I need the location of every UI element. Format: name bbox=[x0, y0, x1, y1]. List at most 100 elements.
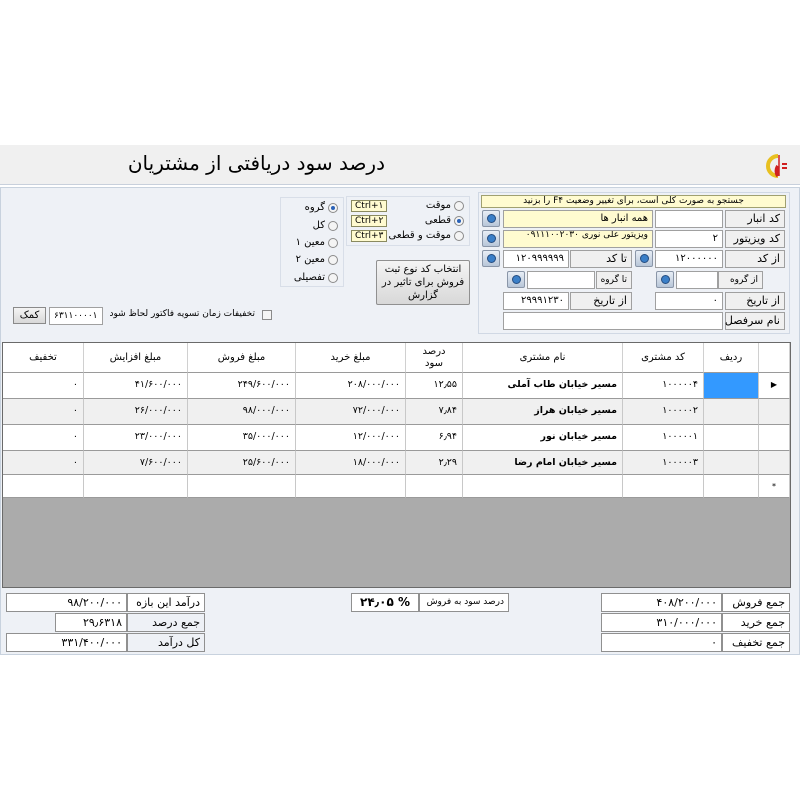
radio-temp-and-final[interactable]: موقت و قطعی bbox=[389, 230, 464, 241]
radio-final[interactable]: قطعی bbox=[425, 215, 464, 226]
to-date-input[interactable]: ۲۹۹۹۱۲۳۰ bbox=[503, 292, 569, 310]
radio-group[interactable]: گروه bbox=[305, 202, 338, 213]
cell-customer-name[interactable]: مسیر خیابان امام رضا bbox=[463, 451, 623, 475]
column-header-customer-code[interactable]: کد مشتری bbox=[623, 343, 704, 373]
account-name-input[interactable] bbox=[503, 312, 723, 330]
cell-customer-name[interactable]: مسیر خیابان هراز bbox=[463, 399, 623, 425]
row-selector[interactable]: ▶ bbox=[759, 373, 790, 399]
column-header-increase-amount[interactable]: مبلغ افزایش bbox=[84, 343, 188, 373]
column-header-profit-percent[interactable]: درصد سود bbox=[406, 343, 463, 373]
from-code-input[interactable]: ۱۲۰۰۰۰۰۰ bbox=[655, 250, 723, 268]
cell-sales-amount[interactable]: ۳۵/۰۰۰/۰۰۰ bbox=[188, 425, 296, 451]
pct-sum-value: ۲۹٫۶۳۱۸ bbox=[55, 613, 127, 632]
to-code-search-icon[interactable] bbox=[482, 250, 500, 267]
cell-customer-name[interactable]: مسیر خیابان نور bbox=[463, 425, 623, 451]
new-row-cell[interactable] bbox=[84, 475, 188, 498]
radio-temporary[interactable]: موقت bbox=[426, 200, 464, 211]
warehouse-code-input[interactable] bbox=[655, 210, 723, 228]
level-group bbox=[280, 197, 344, 287]
cell-discount[interactable]: ۰ bbox=[3, 399, 84, 425]
to-group-search-icon[interactable] bbox=[507, 271, 525, 288]
cell-increase-amount[interactable]: ۲۳/۰۰۰/۰۰۰ bbox=[84, 425, 188, 451]
column-header-purchase-amount[interactable]: مبلغ خرید bbox=[296, 343, 406, 373]
cell-row-number[interactable] bbox=[704, 425, 759, 451]
total-sales-label: جمع فروش bbox=[722, 593, 790, 612]
from-group-search-icon[interactable] bbox=[656, 271, 674, 288]
help-code-input[interactable]: ۶۳۱۱۰۰۰۰۱ bbox=[49, 307, 103, 325]
cell-customer-code[interactable]: ۱۰۰۰۰۰۲ bbox=[623, 399, 704, 425]
radio-total[interactable]: کل bbox=[313, 220, 338, 231]
from-code-search-icon[interactable] bbox=[635, 250, 653, 267]
new-row-cell[interactable] bbox=[188, 475, 296, 498]
cell-increase-amount[interactable]: ۷/۶۰۰/۰۰۰ bbox=[84, 451, 188, 475]
cell-customer-code[interactable]: ۱۰۰۰۰۰۴ bbox=[623, 373, 704, 399]
new-row-cell[interactable] bbox=[623, 475, 704, 498]
row-selector[interactable]: * bbox=[759, 475, 790, 498]
cell-customer-code[interactable]: ۱۰۰۰۰۰۱ bbox=[623, 425, 704, 451]
column-header-sales-amount[interactable]: مبلغ فروش bbox=[188, 343, 296, 373]
row-selector[interactable] bbox=[759, 425, 790, 451]
from-date-label: از تاریخ bbox=[725, 292, 785, 310]
discount-checkbox[interactable] bbox=[262, 310, 272, 320]
to-date-label: از تاریخ bbox=[570, 292, 632, 310]
cell-increase-amount[interactable]: ۴۱/۶۰۰/۰۰۰ bbox=[84, 373, 188, 399]
total-discount-value: ۰ bbox=[601, 633, 722, 652]
shortcut-ctrl1: Ctrl+۱ bbox=[351, 200, 388, 212]
column-header-customer-name[interactable]: نام مشتری bbox=[463, 343, 623, 373]
visitor-code-input[interactable]: ۲ bbox=[655, 230, 723, 248]
grid-corner bbox=[759, 343, 790, 373]
radio-moein2[interactable]: معین ۲ bbox=[296, 254, 338, 265]
cell-customer-code[interactable]: ۱۰۰۰۰۰۳ bbox=[623, 451, 704, 475]
column-header-row-number[interactable]: ردیف bbox=[704, 343, 759, 373]
column-header-discount[interactable]: تخفیف bbox=[3, 343, 84, 373]
cell-row-number[interactable] bbox=[704, 399, 759, 425]
cell-purchase-amount[interactable]: ۱۸/۰۰۰/۰۰۰ bbox=[296, 451, 406, 475]
cell-customer-name[interactable]: مسیر خیابان طاب آملی bbox=[463, 373, 623, 399]
visitor-search-icon[interactable] bbox=[482, 230, 500, 247]
cell-row-number[interactable] bbox=[704, 373, 759, 399]
row-selector[interactable] bbox=[759, 451, 790, 475]
new-row-cell[interactable] bbox=[3, 475, 84, 498]
total-discount-label: جمع تخفیف bbox=[722, 633, 790, 652]
cell-discount[interactable]: ۰ bbox=[3, 451, 84, 475]
cell-profit-percent[interactable]: ۱۲٫۵۵ bbox=[406, 373, 463, 399]
cell-profit-percent[interactable]: ۲٫۲۹ bbox=[406, 451, 463, 475]
filter-panel bbox=[478, 192, 790, 334]
period-income-value: ۹۸/۲۰۰/۰۰۰ bbox=[6, 593, 127, 612]
from-date-input[interactable]: ۰ bbox=[655, 292, 723, 310]
warehouse-search-icon[interactable] bbox=[482, 210, 500, 227]
new-row-cell[interactable] bbox=[704, 475, 759, 498]
select-sale-type-button[interactable]: انتخاب کد نوع ثبت فروش برای تاثیر در گزا… bbox=[376, 260, 470, 305]
cell-purchase-amount[interactable]: ۲۰۸/۰۰۰/۰۰۰ bbox=[296, 373, 406, 399]
account-name-label: نام سرفصل bbox=[725, 312, 785, 330]
from-code-label: از کد bbox=[725, 250, 785, 268]
warehouse-name-field: همه انبار ها bbox=[503, 210, 653, 228]
cell-profit-percent[interactable]: ۶٫۹۴ bbox=[406, 425, 463, 451]
new-row-cell[interactable] bbox=[406, 475, 463, 498]
to-code-input[interactable]: ۱۲۰۹۹۹۹۹۹ bbox=[503, 250, 569, 268]
help-button[interactable]: کمک bbox=[13, 307, 46, 324]
shortcut-ctrl3: Ctrl+۳ bbox=[351, 230, 388, 242]
cell-purchase-amount[interactable]: ۱۲/۰۰۰/۰۰۰ bbox=[296, 425, 406, 451]
cell-sales-amount[interactable]: ۲۴۹/۶۰۰/۰۰۰ bbox=[188, 373, 296, 399]
cell-row-number[interactable] bbox=[704, 451, 759, 475]
cell-increase-amount[interactable]: ۲۶/۰۰۰/۰۰۰ bbox=[84, 399, 188, 425]
cell-sales-amount[interactable]: ۹۸/۰۰۰/۰۰۰ bbox=[188, 399, 296, 425]
cell-discount[interactable]: ۰ bbox=[3, 425, 84, 451]
to-group-label: تا گروه bbox=[596, 271, 632, 289]
doc-type-group bbox=[346, 196, 470, 246]
from-group-input[interactable] bbox=[676, 271, 718, 289]
radio-moein1[interactable]: معین ۱ bbox=[296, 237, 338, 248]
radio-detailed[interactable]: تفصیلی bbox=[294, 272, 338, 283]
new-row-cell[interactable] bbox=[463, 475, 623, 498]
new-row-cell[interactable] bbox=[296, 475, 406, 498]
cell-discount[interactable]: ۰ bbox=[3, 373, 84, 399]
cell-purchase-amount[interactable]: ۷۲/۰۰۰/۰۰۰ bbox=[296, 399, 406, 425]
discount-checkbox-label: تخفیفات زمان تسویه فاکتور لحاظ شود bbox=[109, 309, 255, 319]
results-grid[interactable]: ردیف کد مشتری نام مشتری درصد سود مبلغ خرید مب… bbox=[2, 342, 791, 588]
row-selector[interactable] bbox=[759, 399, 790, 425]
profit-pct-value: % ۲۴٫۰۵ bbox=[351, 593, 419, 612]
to-group-input[interactable] bbox=[527, 271, 595, 289]
cell-sales-amount[interactable]: ۲۵/۶۰۰/۰۰۰ bbox=[188, 451, 296, 475]
cell-profit-percent[interactable]: ۷٫۸۴ bbox=[406, 399, 463, 425]
